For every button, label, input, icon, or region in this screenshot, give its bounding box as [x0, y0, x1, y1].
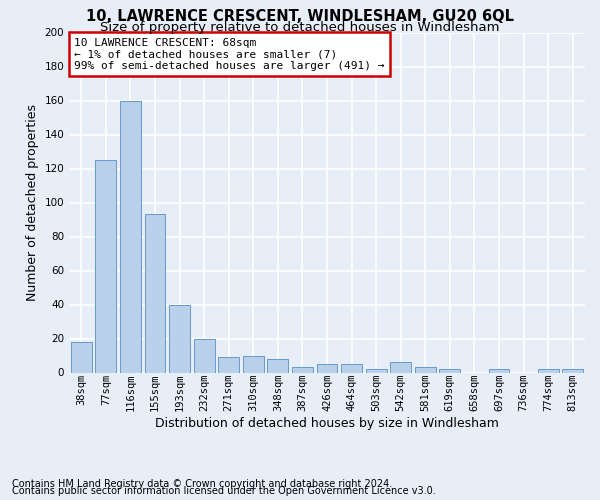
Bar: [538, 369, 559, 372]
X-axis label: Distribution of detached houses by size in Windlesham: Distribution of detached houses by size …: [155, 417, 499, 430]
Bar: [194, 338, 215, 372]
Bar: [341, 364, 362, 372]
Text: 10 LAWRENCE CRESCENT: 68sqm
← 1% of detached houses are smaller (7)
99% of semi-: 10 LAWRENCE CRESCENT: 68sqm ← 1% of deta…: [74, 38, 385, 71]
Bar: [415, 368, 436, 372]
Bar: [488, 369, 509, 372]
Bar: [218, 357, 239, 372]
Text: Size of property relative to detached houses in Windlesham: Size of property relative to detached ho…: [100, 21, 500, 34]
Bar: [292, 368, 313, 372]
Text: Contains public sector information licensed under the Open Government Licence v3: Contains public sector information licen…: [12, 486, 436, 496]
Y-axis label: Number of detached properties: Number of detached properties: [26, 104, 39, 301]
Bar: [95, 160, 116, 372]
Text: Contains HM Land Registry data © Crown copyright and database right 2024.: Contains HM Land Registry data © Crown c…: [12, 479, 392, 489]
Bar: [439, 369, 460, 372]
Bar: [390, 362, 411, 372]
Bar: [71, 342, 92, 372]
Text: 10, LAWRENCE CRESCENT, WINDLESHAM, GU20 6QL: 10, LAWRENCE CRESCENT, WINDLESHAM, GU20 …: [86, 9, 514, 24]
Bar: [562, 369, 583, 372]
Bar: [243, 356, 264, 372]
Bar: [268, 359, 289, 372]
Bar: [365, 369, 386, 372]
Bar: [317, 364, 337, 372]
Bar: [169, 304, 190, 372]
Bar: [120, 100, 141, 372]
Bar: [145, 214, 166, 372]
